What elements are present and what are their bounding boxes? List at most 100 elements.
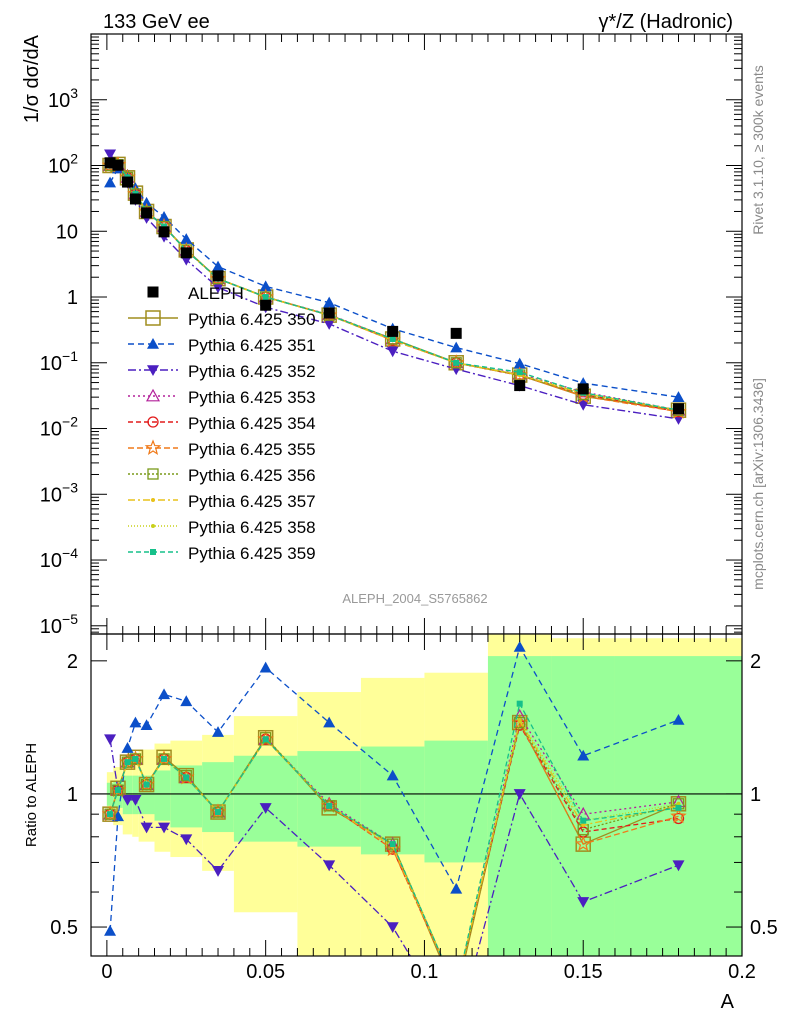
ratio-point-352 bbox=[158, 822, 171, 834]
ratio-point-358 bbox=[454, 988, 458, 992]
reference-data-point bbox=[158, 226, 170, 238]
main-series-group bbox=[101, 149, 687, 425]
ratio-point-355 bbox=[575, 835, 592, 852]
ratio-point-355 bbox=[670, 807, 687, 824]
main-y-tick-label: 1 bbox=[67, 287, 78, 309]
ratio-point-356 bbox=[323, 800, 335, 812]
ratio-point-359 bbox=[453, 987, 459, 993]
x-tick-label: 0.15 bbox=[564, 961, 603, 983]
main-y-tick-label: 10−3 bbox=[40, 479, 78, 506]
ratio-point-351 bbox=[104, 924, 117, 936]
main-y-tick-label: 10−4 bbox=[40, 545, 78, 572]
legend-label-350: Pythia 6.425 350 bbox=[188, 310, 316, 329]
reference-data-point bbox=[450, 327, 462, 339]
ratio-point-351 bbox=[672, 713, 685, 725]
series-point-351 bbox=[672, 391, 685, 402]
reference-data-point bbox=[141, 207, 153, 219]
ratio-point-352 bbox=[212, 866, 225, 877]
ratio-point-359 bbox=[326, 802, 333, 809]
series-point-359 bbox=[389, 335, 396, 342]
reference-data-point bbox=[112, 159, 124, 171]
reference-data-point bbox=[323, 307, 335, 319]
rivet-version-label: Rivet 3.1.10, ≥ 300k events bbox=[750, 65, 766, 235]
ratio-point-352 bbox=[104, 734, 117, 746]
ratio-point-352 bbox=[577, 897, 590, 908]
ratio-point-351 bbox=[129, 716, 142, 728]
ratio-point-356 bbox=[112, 784, 124, 796]
series-point-356 bbox=[450, 357, 462, 369]
ratio-point-356 bbox=[180, 769, 192, 782]
series-point-359 bbox=[516, 369, 523, 376]
series-point-351 bbox=[140, 196, 153, 208]
legend-marker-reference bbox=[147, 286, 159, 298]
x-tick-label: 0.05 bbox=[246, 961, 285, 983]
series-point-352 bbox=[323, 319, 336, 330]
ratio-point-356 bbox=[260, 732, 272, 744]
ratio-point-359 bbox=[215, 809, 222, 816]
main-y-tick-label: 10−1 bbox=[40, 348, 78, 375]
ratio-point-353 bbox=[450, 984, 462, 995]
inner-band-bin bbox=[551, 656, 615, 956]
legend-marker-359 bbox=[150, 549, 156, 555]
ratio-point-352 bbox=[259, 803, 272, 814]
ratio-point-359 bbox=[516, 700, 523, 707]
header-left-label: 133 GeV ee bbox=[103, 11, 210, 33]
reference-data-point bbox=[387, 325, 399, 337]
ratio-point-356 bbox=[121, 756, 134, 768]
legend-marker-352 bbox=[147, 365, 159, 376]
ratio-y-tick-label-right: 2 bbox=[750, 651, 761, 673]
series-point-351 bbox=[212, 260, 225, 272]
legend-label-358: Pythia 6.425 358 bbox=[188, 518, 316, 537]
main-y-axis-title: 1/σ dσ/dA bbox=[21, 34, 43, 123]
ratio-point-354 bbox=[451, 985, 461, 995]
ratio-point-359 bbox=[132, 755, 139, 762]
inner-band-bin bbox=[154, 770, 171, 821]
ratio-y-tick-label-right: 1 bbox=[750, 784, 761, 806]
reference-data-point bbox=[104, 157, 116, 169]
legend-label-359: Pythia 6.425 359 bbox=[188, 544, 316, 563]
ratio-point-352 bbox=[672, 860, 685, 872]
ratio-panel: 0.5 0.5 1 1 2 2 0 0.05 0.1 0.15 0.2 bbox=[50, 633, 778, 1003]
ratio-point-359 bbox=[580, 817, 587, 824]
ratio-point-350 bbox=[449, 989, 463, 1003]
reference-data-point bbox=[514, 380, 526, 392]
series-point-352 bbox=[212, 282, 225, 294]
legend-label-351: Pythia 6.425 351 bbox=[188, 336, 316, 355]
series-line-358 bbox=[110, 163, 679, 411]
legend: ALEPH Pythia 6.425 350 Pythia 6.425 351 Pyt… bbox=[128, 284, 316, 563]
ratio-point-357 bbox=[454, 988, 458, 992]
legend-marker-354 bbox=[147, 416, 159, 428]
legend-label-356: Pythia 6.425 356 bbox=[188, 466, 316, 485]
ratio-point-351 bbox=[180, 695, 193, 707]
ratio-point-357 bbox=[581, 823, 586, 828]
series-point-351 bbox=[104, 176, 117, 188]
series-point-352 bbox=[577, 399, 590, 411]
ratio-frame bbox=[90, 633, 743, 957]
ratio-point-351 bbox=[259, 661, 272, 673]
ratio-point-359 bbox=[124, 759, 131, 766]
ratio-y-tick-label: 2 bbox=[67, 651, 78, 673]
legend-marker-351 bbox=[147, 338, 159, 349]
mcplots-label: mcplots.cern.ch [arXiv:1306.3436] bbox=[750, 378, 766, 590]
series-point-351 bbox=[158, 210, 171, 222]
main-panel: 10−5 10−4 10−3 10−2 10−1 1 10 102 103 bbox=[40, 33, 743, 638]
series-point-351 bbox=[259, 280, 272, 292]
legend-label-352: Pythia 6.425 352 bbox=[188, 362, 316, 381]
legend-label-357: Pythia 6.425 357 bbox=[188, 492, 316, 511]
ratio-point-359 bbox=[675, 804, 682, 811]
ratio-point-356 bbox=[104, 808, 116, 820]
ratio-point-359 bbox=[143, 781, 150, 788]
ratio-point-351 bbox=[386, 769, 399, 781]
ratio-point-351 bbox=[212, 726, 225, 737]
ratio-point-356 bbox=[387, 838, 399, 850]
ratio-point-359 bbox=[161, 755, 168, 762]
legend-marker-353 bbox=[145, 388, 161, 402]
inner-band-bin bbox=[202, 762, 234, 833]
x-tick-label: 0.1 bbox=[411, 961, 439, 983]
header-right-label: γ*/Z (Hadronic) bbox=[599, 11, 733, 33]
ratio-y-tick-label-right: 0.5 bbox=[750, 917, 778, 939]
main-y-tick-label: 10 bbox=[56, 221, 78, 243]
x-tick-label: 0.2 bbox=[728, 961, 756, 983]
ratio-point-352 bbox=[140, 822, 153, 834]
